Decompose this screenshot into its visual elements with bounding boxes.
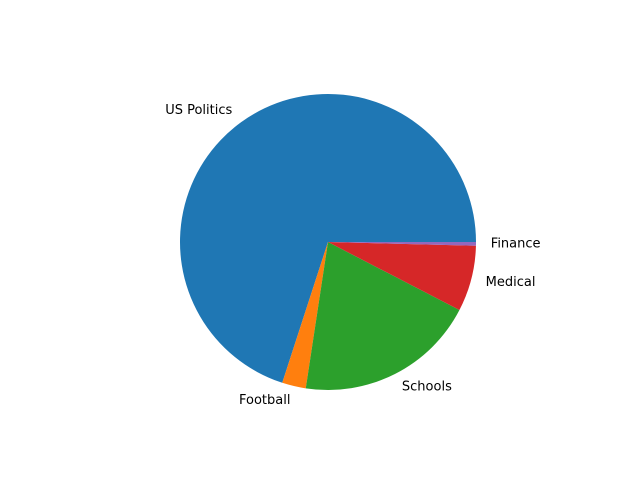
- pie-label-medical: Medical: [486, 275, 536, 290]
- pie-wedges: [180, 94, 476, 390]
- pie-slice-us-politics: [180, 94, 476, 383]
- pie-slice-schools: [305, 242, 460, 390]
- pie-label-finance: Finance: [491, 237, 541, 252]
- pie-label-schools: Schools: [402, 380, 452, 395]
- pie-labels: US Politics Football Schools Medical Finance: [165, 103, 540, 408]
- pie-label-football: Football: [239, 393, 290, 408]
- pie-slice-football: [282, 242, 328, 389]
- pie-slice-medical: [328, 242, 476, 311]
- pie-slice-finance: [328, 242, 476, 246]
- pie-label-us-politics: US Politics: [165, 103, 232, 118]
